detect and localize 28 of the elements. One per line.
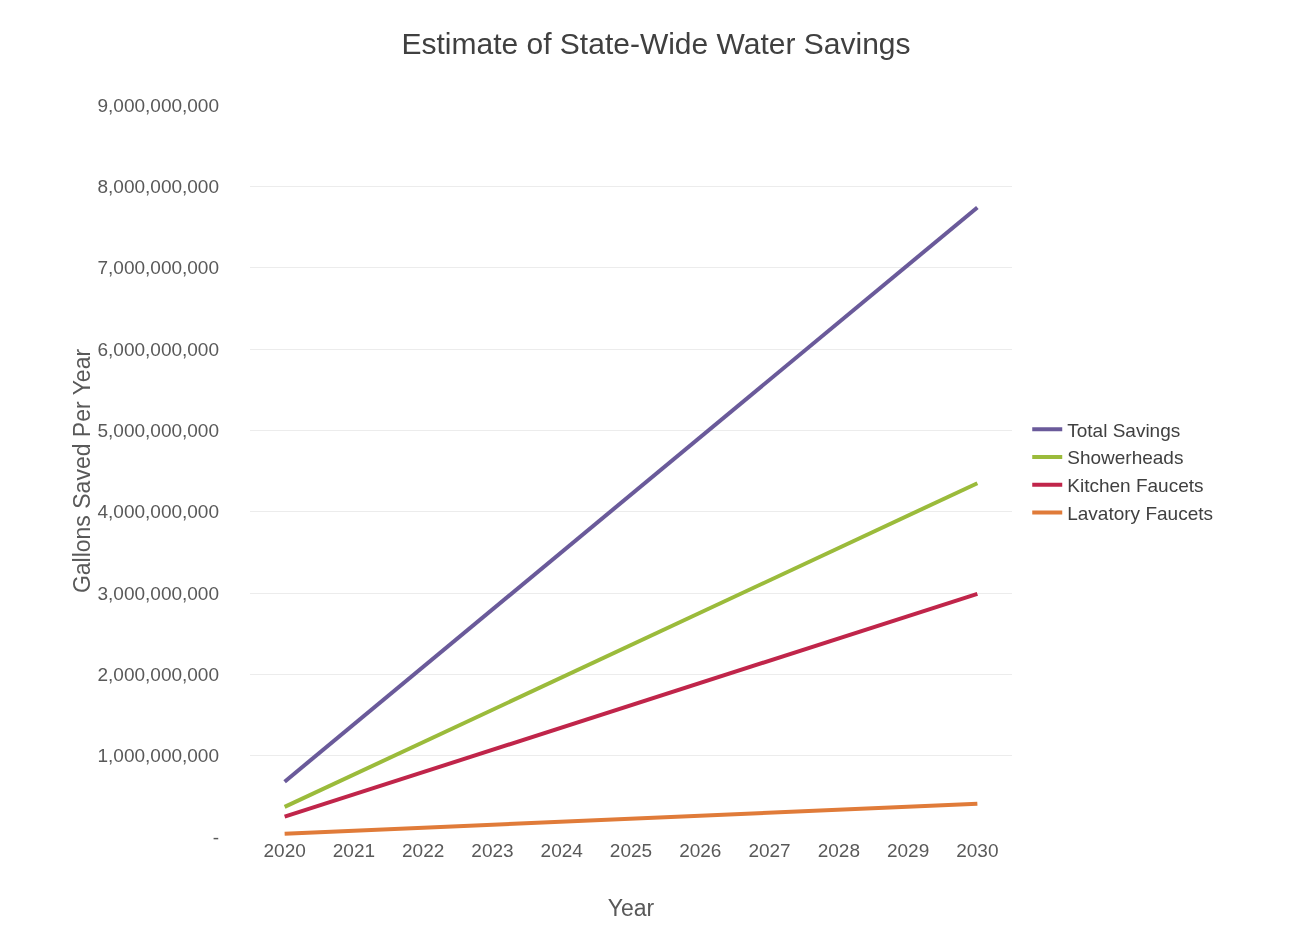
y-tick-label: 8,000,000,000 [97,175,219,197]
y-tick-label: 7,000,000,000 [97,257,219,279]
x-tick-label: 2023 [471,840,514,861]
y-tick-label: 2,000,000,000 [97,663,219,685]
x-tick-label: 2029 [886,840,930,861]
y-tick-label: - [212,826,219,848]
legend-label: Showerheads [1067,447,1184,469]
x-tick-label: 2022 [402,840,445,861]
x-tick-label: 2020 [263,840,306,861]
y-tick-label: 1,000,000,000 [97,745,219,767]
x-tick-label: 2025 [609,840,653,861]
y-tick-label: 6,000,000,000 [97,338,219,360]
y-tick-label: 9,000,000,000 [97,94,219,116]
y-tick-label: 3,000,000,000 [97,582,219,604]
chart-title: Estimate of State-Wide Water Savings [401,27,911,61]
y-axis-title: Gallons Saved Per Year [69,348,96,594]
x-tick-label: 2028 [817,840,860,861]
y-tick-label: 4,000,000,000 [97,501,219,523]
legend-label: Total Savings [1067,419,1181,441]
y-tick-label: 5,000,000,000 [97,419,219,441]
legend-label: Kitchen Faucets [1067,475,1204,497]
x-tick-label: 2027 [748,840,791,861]
x-axis-title: Year [607,895,655,921]
legend-label: Lavatory Faucets [1067,502,1213,524]
x-tick-label: 2030 [956,840,999,861]
x-tick-label: 2024 [540,840,584,861]
x-tick-label: 2026 [679,840,722,861]
x-tick-label: 2021 [332,840,376,861]
